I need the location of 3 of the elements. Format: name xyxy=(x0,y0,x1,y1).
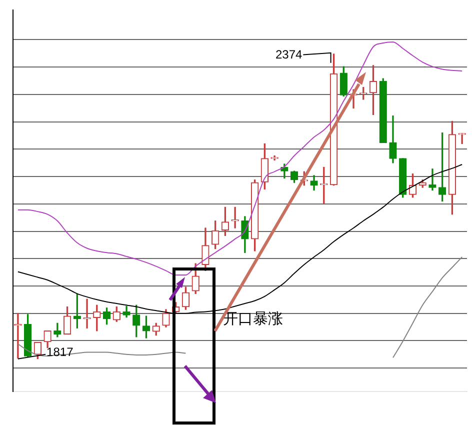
annotation: 1817 xyxy=(46,345,74,360)
candlestick xyxy=(428,168,436,191)
annotation: 2374 xyxy=(275,47,302,62)
